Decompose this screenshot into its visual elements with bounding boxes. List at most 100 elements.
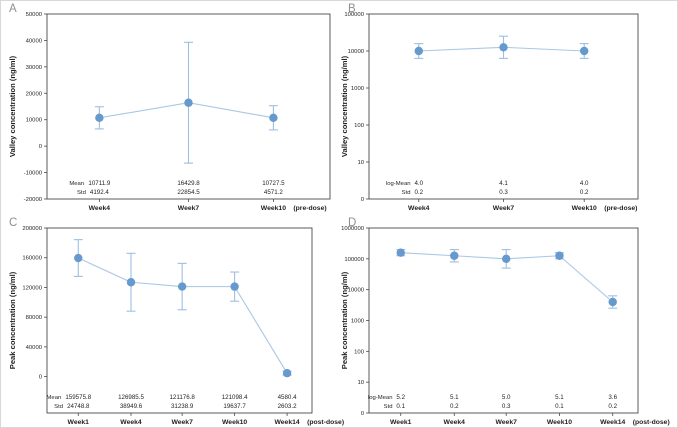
stat-value: 5.0 <box>502 394 511 401</box>
x-tick-label: Week7 <box>178 205 200 212</box>
data-point <box>396 248 405 257</box>
stat-value: 126985.5 <box>118 394 144 401</box>
stat-value: 38949.6 <box>120 403 143 410</box>
y-tick-label: 1000 <box>351 86 365 92</box>
stat-row-label: Std <box>402 190 411 196</box>
y-tick-label: 10000 <box>348 288 365 294</box>
panel-letter: B <box>348 3 356 15</box>
stat-value: 0.3 <box>502 403 511 410</box>
stat-value: 4.0 <box>414 180 423 187</box>
y-tick-label: 10000 <box>26 118 43 124</box>
y-tick-label: 100 <box>354 349 365 355</box>
y-tick-label: 200000 <box>22 226 42 232</box>
y-tick-label: 80000 <box>26 315 43 321</box>
axis-note: (post-dose) <box>307 419 344 426</box>
y-tick-label: 1000000 <box>341 226 365 232</box>
stat-value: 0.1 <box>555 403 564 410</box>
stat-value: 0.2 <box>580 189 589 196</box>
axis-note: (pre-dose) <box>293 205 326 212</box>
x-tick-label: Week14 <box>274 419 299 426</box>
y-tick-label: 0 <box>361 197 365 203</box>
x-tick-label: Week14 <box>600 419 625 426</box>
stat-value: 121098.4 <box>222 394 248 401</box>
y-tick-label: 40000 <box>26 38 43 44</box>
chart-panel-C: C 200000 160000 120000 80000 40000 0 Peak conce… <box>8 217 344 426</box>
stat-value: 3.6 <box>608 394 617 401</box>
stat-value: 4.0 <box>580 180 589 187</box>
y-axis-label: Peak concentration (ng/ml) <box>340 271 349 369</box>
x-tick-label: Week7 <box>493 205 515 212</box>
y-tick-label: 50000 <box>26 12 43 18</box>
y-tick-label: 100 <box>354 123 365 129</box>
data-point <box>450 251 459 260</box>
stat-row-label: Mean <box>47 395 62 401</box>
y-tick-label: 30000 <box>26 65 43 71</box>
y-tick-label: 10000 <box>348 49 365 55</box>
y-tick-label: 1000 <box>351 319 365 325</box>
data-point <box>184 98 193 107</box>
data-point <box>501 254 511 264</box>
stat-value: 19637.7 <box>223 403 246 410</box>
stat-row-label: log-Mean <box>368 395 393 401</box>
data-point <box>282 368 292 378</box>
stat-value: 4.1 <box>499 180 508 187</box>
stat-value: 10711.9 <box>88 180 110 187</box>
data-point <box>580 46 589 56</box>
stat-value: 22854.5 <box>177 189 200 196</box>
data-point <box>608 297 617 307</box>
stat-value: 24748.8 <box>67 403 90 410</box>
data-point <box>95 113 104 123</box>
y-tick-label: 10 <box>357 380 364 386</box>
x-tick-label: Week1 <box>390 419 412 426</box>
data-point <box>499 43 508 52</box>
y-tick-label: 20000 <box>26 91 43 97</box>
x-tick-label: Week1 <box>68 419 90 426</box>
data-point <box>177 282 187 291</box>
y-tick-label: 10 <box>357 160 364 166</box>
panel-letter: A <box>9 3 17 15</box>
y-axis-label: Valley concentration (ng/ml) <box>8 55 17 157</box>
stat-value: 4192.4 <box>90 189 109 196</box>
stat-row-label: Std <box>77 190 86 196</box>
x-tick-label: Week10 <box>261 205 286 212</box>
y-tick-label: 100000 <box>344 12 364 18</box>
stat-value: 4571.2 <box>264 189 283 196</box>
stat-row-label: Std <box>54 404 63 410</box>
x-tick-label: Week4 <box>408 205 430 212</box>
y-tick-label: 0 <box>39 144 43 150</box>
x-tick-label: Week10 <box>572 205 597 212</box>
x-tick-label: Week4 <box>89 205 111 212</box>
stat-value: 121176.8 <box>169 394 195 401</box>
stat-value: 16429.8 <box>177 180 200 187</box>
stat-row-label: Mean <box>69 181 84 187</box>
y-tick-label: 120000 <box>22 285 42 291</box>
stat-row-label: Std <box>384 404 393 410</box>
stat-value: 5.2 <box>396 394 405 401</box>
x-tick-label: Week4 <box>120 419 142 426</box>
stat-value: 159575.8 <box>65 394 91 401</box>
data-point <box>414 46 423 56</box>
y-tick-label: -10000 <box>24 171 43 177</box>
y-tick-label: 160000 <box>22 256 42 262</box>
stat-row-label: log-Mean <box>386 181 411 187</box>
data-point <box>269 113 278 122</box>
y-axis-label: Peak concentration (ng/ml) <box>8 271 17 369</box>
y-tick-label: 0 <box>39 375 43 381</box>
data-point <box>74 253 83 263</box>
stat-value: 0.2 <box>608 403 617 410</box>
stat-value: 31238.9 <box>171 403 194 410</box>
data-point <box>126 278 136 287</box>
stat-value: 0.2 <box>450 403 459 410</box>
panel-letter: C <box>9 217 17 229</box>
x-tick-label: Week7 <box>171 419 193 426</box>
stat-value: 4580.4 <box>278 394 297 401</box>
stat-value: 10727.5 <box>262 180 285 187</box>
stat-value: 2603.2 <box>278 403 297 410</box>
axis-note: (pre-dose) <box>604 205 637 212</box>
y-tick-label: -20000 <box>24 197 43 203</box>
y-tick-label: 40000 <box>26 345 43 351</box>
chart-panel-A: A 50000 40000 30000 20000 10000 0 -10000 -20000 V… <box>8 3 331 212</box>
x-tick-label: Week10 <box>222 419 247 426</box>
